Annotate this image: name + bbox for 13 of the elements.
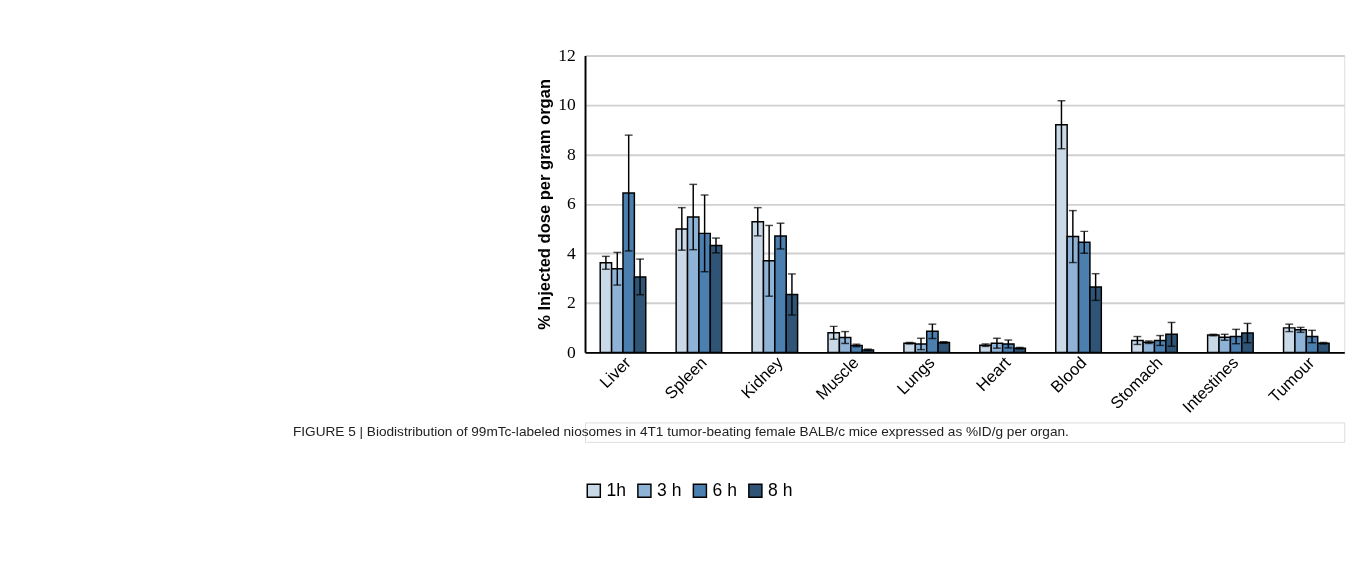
y-axis-title: % Injected dose per gram organ: [535, 79, 555, 330]
y-tick-label: 12: [558, 44, 576, 65]
legend-label: 8 h: [768, 479, 793, 500]
y-tick-label: 2: [567, 292, 576, 313]
legend-label: 3 h: [657, 479, 682, 500]
y-tick-label: 4: [567, 242, 577, 263]
y-tick-label: 0: [567, 341, 577, 362]
y-tick-label: 6: [567, 193, 577, 214]
y-tick-label: 8: [567, 143, 577, 164]
legend-label: 6 h: [712, 479, 737, 500]
legend-label: 1h: [606, 479, 626, 500]
caption: FIGURE 5 | Biodistribution of 99mTc-labeled niosomes in 4T1 tumor-beating female BALB/c mice expressed as %ID/g per organ.: [293, 424, 1069, 440]
y-tick-label: 10: [558, 94, 577, 115]
